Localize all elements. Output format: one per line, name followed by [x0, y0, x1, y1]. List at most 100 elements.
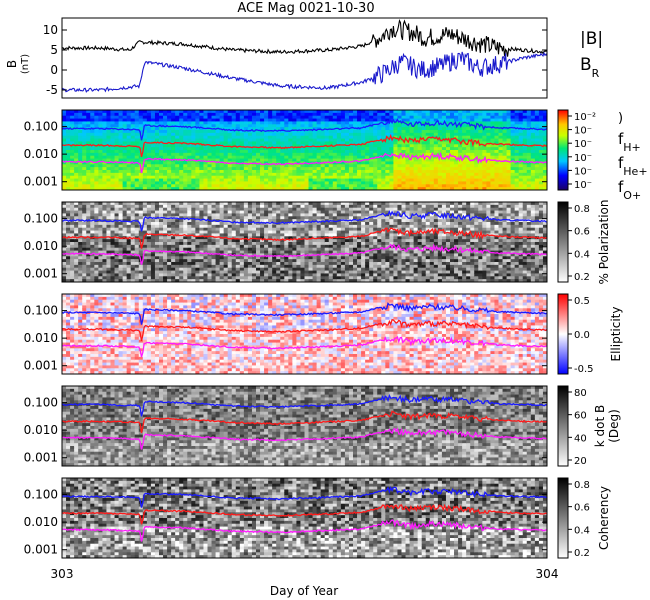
spectrum-heatmap-cell — [292, 130, 298, 134]
spectrum-heatmap-cell — [300, 167, 306, 171]
spectrum-heatmap-cell — [62, 135, 67, 140]
spectrum-heatmap-cell — [474, 164, 479, 168]
polarization-heatmap-cell — [150, 264, 156, 269]
spectrum-heatmap-cell — [284, 158, 289, 163]
spectrum-heatmap-cell — [118, 161, 124, 165]
spectrum-heatmap-cell — [478, 178, 483, 183]
polarization-heatmap-cell — [94, 259, 99, 263]
spectrum-heatmap-cell — [498, 115, 504, 120]
polarization-heatmap-cell — [142, 259, 148, 263]
spectrum-heatmap-cell — [470, 175, 475, 180]
spectrum-heatmap-cell — [243, 130, 249, 134]
polarization-heatmap-cell — [211, 216, 217, 220]
spectrum-heatmap-cell — [454, 175, 459, 180]
spectrum-heatmap-cell — [195, 112, 201, 117]
spectrum-heatmap-cell — [94, 178, 99, 183]
spectrum-heatmap-cell — [118, 110, 124, 114]
spectrum-heatmap-cell — [90, 112, 95, 117]
spectrum-heatmap-cell — [373, 127, 378, 131]
spectrum-heatmap-cell — [300, 178, 306, 183]
spectrum-heatmap-cell — [256, 187, 261, 190]
polarization-heatmap-cell — [215, 213, 221, 217]
polarization-heatmap-cell — [74, 250, 79, 255]
spectrum-heatmap-cell — [445, 124, 451, 128]
spectrum-heatmap-cell — [389, 132, 395, 137]
spectrum-heatmap-cell — [417, 130, 423, 134]
spectrum-heatmap-cell — [90, 132, 95, 137]
spectrum-heatmap-cell — [353, 164, 358, 168]
polarization-heatmap-cell — [66, 250, 71, 255]
spectrum-heatmap-cell — [344, 118, 350, 123]
spectrum-heatmap-cell — [74, 138, 79, 143]
polarization-heatmap-cell — [264, 207, 269, 212]
polarization-heatmap-cell — [284, 259, 289, 263]
spectrum-heatmap-cell — [445, 135, 451, 140]
spectrum-heatmap-cell — [70, 187, 75, 190]
spectrum-heatmap-cell — [163, 132, 168, 137]
spectrum-heatmap-cell — [381, 150, 386, 154]
spectrum-heatmap-cell — [502, 138, 508, 143]
spectrum-heatmap-cell — [134, 124, 140, 128]
spectrum-heatmap-cell — [312, 152, 318, 157]
spectrum-heatmap-cell — [357, 187, 362, 190]
spectrum-heatmap-cell — [538, 175, 544, 180]
spectrum-heatmap-cell — [353, 121, 358, 125]
spectrum-heatmap-cell — [316, 170, 322, 174]
polarization-heatmap-cell — [235, 236, 241, 240]
spectrum-heatmap-cell — [183, 181, 188, 185]
spectrum-heatmap-cell — [154, 181, 160, 185]
spectrum-heatmap-cell — [256, 164, 261, 168]
spectrum-heatmap-cell — [231, 130, 237, 134]
polarization-heatmap-cell — [98, 236, 104, 240]
polarization-heatmap-cell — [142, 222, 148, 226]
polarization-heatmap-cell — [223, 227, 229, 232]
spectrum-heatmap-cell — [191, 170, 196, 174]
spectrum-heatmap-cell — [130, 184, 136, 188]
spectrum-heatmap-cell — [126, 167, 132, 171]
spectrum-heatmap-cell — [78, 167, 83, 171]
polarization-heatmap-cell — [171, 244, 176, 249]
spectrum-heatmap-cell — [429, 121, 435, 125]
spectrum-heatmap-cell — [247, 175, 253, 180]
spectrum-heatmap-cell — [272, 184, 277, 188]
spectrum-heatmap-cell — [199, 130, 205, 134]
spectrum-heatmap-cell — [530, 121, 536, 125]
spectrum-heatmap-cell — [385, 130, 390, 134]
spectrum-heatmap-cell — [243, 141, 249, 145]
spectrum-heatmap-cell — [357, 150, 362, 154]
polarization-heatmap-cell — [243, 247, 249, 252]
spectrum-heatmap-cell — [142, 170, 148, 174]
spectrum-heatmap-cell — [243, 118, 249, 123]
spectrum-heatmap-cell — [393, 135, 399, 140]
spectrum-heatmap-cell — [154, 110, 160, 114]
spectrum-heatmap-cell — [251, 155, 257, 160]
spectrum-heatmap-cell — [514, 147, 520, 151]
spectrum-heatmap-cell — [211, 110, 217, 114]
spectrum-heatmap-cell — [454, 184, 459, 188]
spectrum-heatmap-cell — [506, 152, 512, 157]
polarization-heatmap-cell — [66, 222, 71, 226]
spectrum-heatmap-cell — [247, 110, 253, 114]
spectrum-heatmap-cell — [478, 170, 483, 174]
spectrum-heatmap-cell — [118, 135, 124, 140]
spectrum-heatmap-cell — [397, 121, 403, 125]
spectrum-heatmap-cell — [304, 127, 310, 131]
spectrum-heatmap-cell — [78, 124, 83, 128]
spectrum-heatmap-cell — [219, 155, 225, 160]
spectrum-heatmap-cell — [66, 110, 71, 114]
polarization-heatmap-cell — [66, 230, 71, 235]
spectrum-heatmap-cell — [82, 172, 87, 177]
polarization-heatmap-cell — [231, 276, 237, 280]
spectrum-heatmap-cell — [163, 184, 168, 188]
polarization-heatmap-cell — [199, 216, 205, 220]
spectrum-heatmap-cell — [102, 141, 108, 145]
polarization-heatmap-cell — [118, 210, 124, 215]
spectrum-heatmap-cell — [247, 141, 253, 145]
polarization-heatmap-cell — [98, 210, 104, 215]
spectrum-heatmap-cell — [361, 164, 366, 168]
spectrum-heatmap-cell — [336, 118, 342, 123]
spectrum-heatmap-cell — [171, 118, 176, 123]
spectrum-heatmap-cell — [82, 178, 87, 183]
polarization-heatmap-cell — [171, 224, 176, 229]
spectrum-heatmap-cell — [445, 167, 451, 171]
